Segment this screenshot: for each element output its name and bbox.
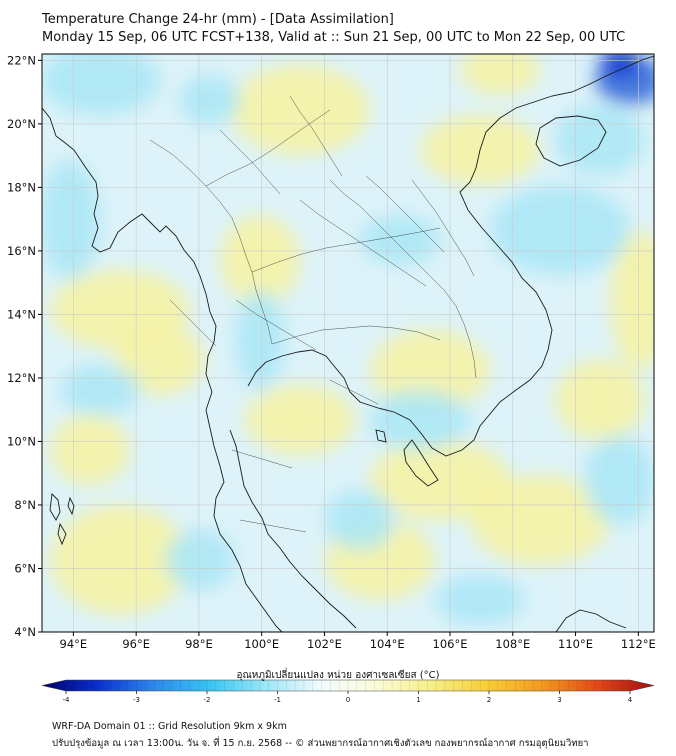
admin-borders	[149, 95, 477, 533]
lat-tick-label: 14°N	[7, 307, 36, 321]
lon-tick-label: 94°E	[60, 637, 88, 651]
colorbar-tick-label: -3	[133, 696, 140, 704]
colorbar-tick-label: 0	[346, 696, 350, 704]
lon-tick-label: 96°E	[122, 637, 150, 651]
lat-tick-label: 22°N	[7, 53, 36, 67]
colorbar: -4 -3 -2 -1 0 1 2 3 4	[41, 679, 655, 704]
colorbar-tick-label: 2	[487, 696, 491, 704]
longitude-ticks: 94°E 96°E 98°E 100°E 102°E 104°E 106°E 108°E 110…	[60, 632, 656, 651]
lat-tick-label: 10°N	[7, 434, 36, 448]
lon-tick-label: 100°E	[244, 637, 279, 651]
lon-tick-label: 102°E	[307, 637, 342, 651]
plot-frame	[41, 53, 655, 633]
lon-tick-label: 112°E	[621, 637, 656, 651]
colorbar-tick-label: 3	[557, 696, 561, 704]
lat-tick-label: 6°N	[14, 561, 36, 575]
lat-tick-label: 12°N	[7, 371, 36, 385]
lon-tick-label: 108°E	[495, 637, 530, 651]
lat-tick-label: 16°N	[7, 244, 36, 258]
lon-tick-label: 106°E	[433, 637, 468, 651]
chart-subtitle: Monday 15 Sep, 06 UTC FCST+138, Valid at…	[42, 30, 626, 45]
chart-title: Temperature Change 24-hr (mm) - [Data As…	[42, 12, 394, 27]
colorbar-tick-label: 1	[416, 696, 420, 704]
colorbar-tick-label: -1	[274, 696, 281, 704]
colorbar-tick-label: -4	[63, 696, 71, 704]
colorbar-tick-label: 4	[628, 696, 633, 704]
latitude-ticks: 22°N 20°N 18°N 16°N 14°N 12°N 10°N 8°N 6°N 4°N	[7, 53, 42, 639]
colorbar-title: อุณหภูมิเปลี่ยนแปลง หน่วย องศาเซลเซียส (…	[236, 670, 440, 681]
lat-tick-label: 8°N	[14, 498, 36, 512]
graticule	[42, 54, 654, 632]
lon-tick-label: 104°E	[370, 637, 405, 651]
coastlines	[42, 55, 654, 632]
footer-credit: ปรับปรุงข้อมูล ณ เวลา 13:00น. วัน จ. ที่…	[52, 738, 589, 749]
temperature-field	[42, 54, 654, 625]
colorbar-tick-label: -2	[204, 696, 211, 704]
footer-model-info: WRF-DA Domain 01 :: Grid Resolution 9km …	[52, 721, 287, 732]
lat-tick-label: 18°N	[7, 180, 36, 194]
lat-tick-label: 4°N	[14, 625, 36, 639]
lon-tick-label: 98°E	[185, 637, 213, 651]
lat-tick-label: 20°N	[7, 117, 36, 131]
lon-tick-label: 110°E	[558, 637, 593, 651]
